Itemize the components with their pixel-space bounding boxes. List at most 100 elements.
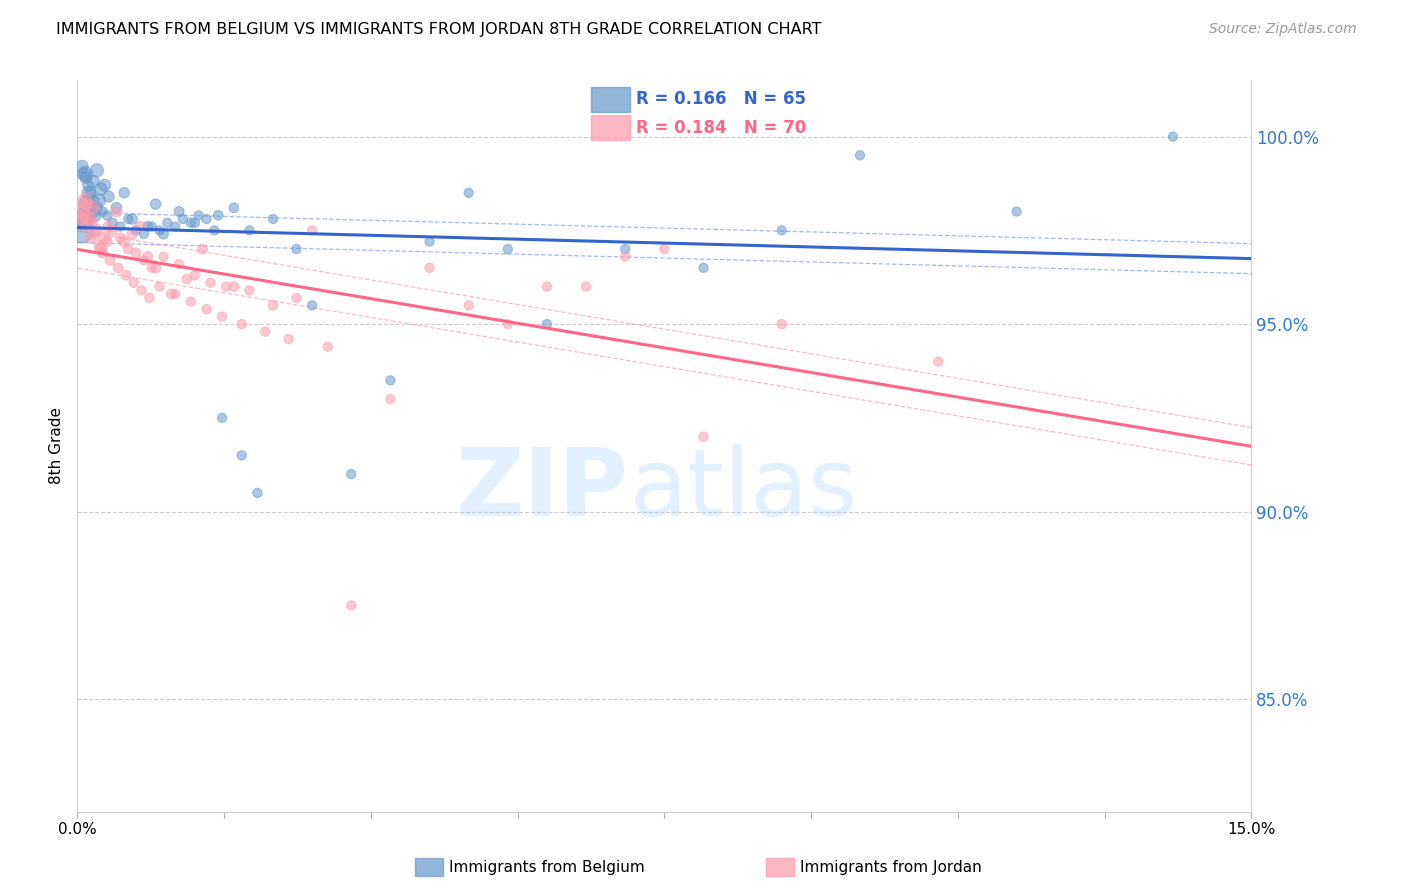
Point bbox=[301, 223, 323, 237]
Point bbox=[849, 148, 872, 162]
Point bbox=[614, 250, 637, 264]
Point bbox=[614, 242, 637, 256]
Point bbox=[98, 253, 121, 268]
Point bbox=[90, 242, 112, 256]
Point bbox=[105, 201, 128, 215]
Point bbox=[86, 163, 108, 178]
Point bbox=[101, 216, 124, 230]
Point bbox=[1161, 129, 1184, 144]
Point bbox=[156, 216, 179, 230]
Point bbox=[83, 227, 105, 241]
Point bbox=[419, 235, 441, 249]
Text: atlas: atlas bbox=[628, 444, 858, 536]
Point bbox=[132, 227, 155, 241]
Point bbox=[96, 208, 118, 222]
Point bbox=[89, 238, 111, 252]
Point bbox=[131, 283, 153, 297]
Point bbox=[72, 208, 94, 222]
Point bbox=[75, 167, 97, 181]
Point bbox=[148, 279, 170, 293]
Point bbox=[75, 170, 97, 185]
Point bbox=[246, 486, 269, 500]
Text: Immigrants from Belgium: Immigrants from Belgium bbox=[449, 860, 644, 874]
Point bbox=[112, 235, 135, 249]
Point bbox=[110, 231, 132, 245]
Point bbox=[121, 212, 143, 227]
Point bbox=[211, 410, 233, 425]
Point bbox=[301, 298, 323, 312]
Point bbox=[200, 276, 222, 290]
Point bbox=[1005, 204, 1028, 219]
Point bbox=[82, 201, 104, 215]
Point bbox=[77, 186, 100, 200]
Point bbox=[167, 204, 190, 219]
Point bbox=[770, 223, 793, 237]
Point bbox=[117, 242, 139, 256]
Point bbox=[77, 212, 100, 227]
Point bbox=[692, 429, 714, 443]
Point bbox=[316, 340, 339, 354]
Point bbox=[180, 294, 202, 309]
Point bbox=[152, 250, 174, 264]
Point bbox=[340, 467, 363, 482]
Point bbox=[110, 219, 132, 234]
Point bbox=[180, 216, 202, 230]
Point bbox=[340, 599, 363, 613]
Point bbox=[176, 272, 198, 286]
Text: IMMIGRANTS FROM BELGIUM VS IMMIGRANTS FROM JORDAN 8TH GRADE CORRELATION CHART: IMMIGRANTS FROM BELGIUM VS IMMIGRANTS FR… bbox=[56, 22, 821, 37]
Point bbox=[277, 332, 299, 346]
Point bbox=[101, 223, 124, 237]
Point bbox=[72, 212, 94, 227]
Point bbox=[419, 260, 441, 275]
Point bbox=[183, 268, 207, 283]
Point bbox=[75, 219, 97, 234]
Point bbox=[172, 212, 194, 227]
Point bbox=[380, 373, 402, 387]
Point bbox=[112, 186, 135, 200]
Point bbox=[125, 245, 148, 260]
Point bbox=[89, 194, 111, 208]
Point bbox=[86, 201, 108, 215]
Point bbox=[222, 279, 245, 293]
Point bbox=[91, 204, 114, 219]
Point bbox=[83, 208, 105, 222]
Point bbox=[141, 260, 163, 275]
Point bbox=[254, 325, 277, 339]
Point bbox=[165, 219, 187, 234]
Point bbox=[285, 291, 308, 305]
Point bbox=[238, 223, 260, 237]
Point bbox=[121, 227, 143, 241]
Point bbox=[238, 283, 260, 297]
Point bbox=[285, 242, 308, 256]
Point bbox=[536, 317, 558, 331]
Point bbox=[91, 245, 114, 260]
Point bbox=[536, 279, 558, 293]
Point bbox=[575, 279, 598, 293]
Point bbox=[77, 178, 100, 193]
Point bbox=[117, 212, 139, 227]
Point bbox=[82, 175, 104, 189]
Point bbox=[457, 298, 479, 312]
Point bbox=[183, 216, 207, 230]
Point bbox=[160, 287, 183, 301]
Point bbox=[770, 317, 793, 331]
Point bbox=[75, 194, 97, 208]
Point bbox=[215, 279, 238, 293]
Point bbox=[136, 219, 159, 234]
Point bbox=[231, 449, 253, 463]
Point bbox=[90, 182, 112, 196]
Point bbox=[107, 260, 129, 275]
Point bbox=[79, 231, 101, 245]
Point bbox=[195, 212, 218, 227]
Point bbox=[496, 317, 519, 331]
Point bbox=[73, 167, 96, 181]
Point bbox=[70, 223, 93, 237]
Point bbox=[132, 253, 155, 268]
Point bbox=[76, 197, 98, 211]
Point bbox=[86, 223, 108, 237]
Point bbox=[380, 392, 402, 406]
Point bbox=[70, 204, 93, 219]
Text: Immigrants from Jordan: Immigrants from Jordan bbox=[800, 860, 981, 874]
Point bbox=[97, 219, 120, 234]
Point bbox=[152, 227, 174, 241]
